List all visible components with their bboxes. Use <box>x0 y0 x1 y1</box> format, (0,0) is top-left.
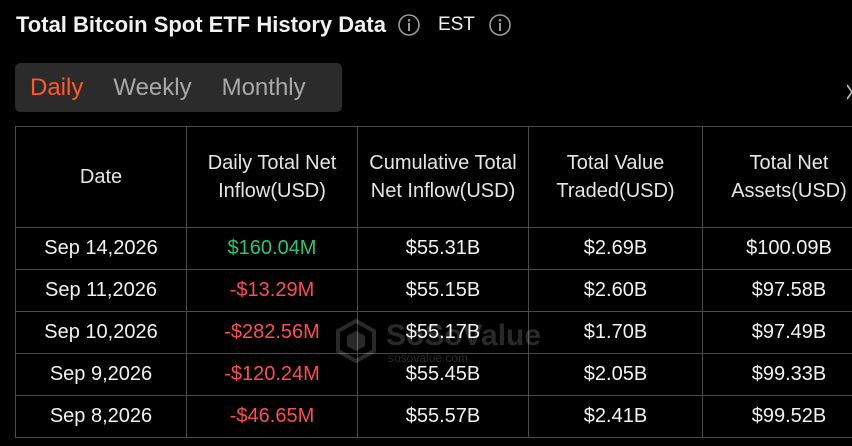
cell-cumulative-net-inflow: $55.31B <box>357 227 529 270</box>
cell-cumulative-net-inflow: $55.57B <box>357 395 529 438</box>
tab-monthly[interactable]: Monthly <box>221 73 306 101</box>
column-header-date[interactable]: Date <box>15 126 187 228</box>
cell-date: Sep 8,2026 <box>15 395 187 438</box>
tab-daily[interactable]: Daily <box>30 73 84 101</box>
cell-total-net-assets: $97.58B <box>702 269 852 312</box>
table-row: Sep 10,2026 -$282.56M $55.17B $1.70B $97… <box>15 311 852 354</box>
timezone-info-icon[interactable] <box>489 14 511 36</box>
cell-total-net-assets: $99.33B <box>702 353 852 396</box>
cell-total-value-traded: $2.05B <box>528 353 703 396</box>
cell-date: Sep 11,2026 <box>15 269 187 312</box>
cell-daily-net-inflow: $160.04M <box>186 227 358 270</box>
table-row: Sep 11,2026 -$13.29M $55.15B $2.60B $97.… <box>15 269 852 312</box>
cell-daily-net-inflow: -$120.24M <box>186 353 358 396</box>
cell-total-value-traded: $1.70B <box>528 311 703 354</box>
column-header-total-value-traded[interactable]: Total Value Traded(USD) <box>528 126 703 228</box>
page-title: Total Bitcoin Spot ETF History Data <box>16 12 386 37</box>
cell-daily-net-inflow: -$46.65M <box>186 395 358 438</box>
cell-total-value-traded: $2.60B <box>528 269 703 312</box>
column-header-total-net-assets[interactable]: Total Net Assets(USD) <box>702 126 852 228</box>
cell-total-value-traded: $2.41B <box>528 395 703 438</box>
cell-cumulative-net-inflow: $55.45B <box>357 353 529 396</box>
cell-date: Sep 10,2026 <box>15 311 187 354</box>
cell-total-net-assets: $100.09B <box>702 227 852 270</box>
cell-cumulative-net-inflow: $55.17B <box>357 311 529 354</box>
etf-history-table: Date Daily Total Net Inflow(USD) Cumulat… <box>15 126 852 438</box>
cell-daily-net-inflow: -$13.29M <box>186 269 358 312</box>
cell-date: Sep 9,2026 <box>15 353 187 396</box>
period-tabs: Daily Weekly Monthly <box>15 63 342 112</box>
info-circle-icon[interactable] <box>398 14 420 36</box>
column-header-cumulative-net-inflow[interactable]: Cumulative Total Net Inflow(USD) <box>357 126 529 228</box>
scroll-right-chevron-icon[interactable] <box>846 84 852 100</box>
table-row: Sep 9,2026 -$120.24M $55.45B $2.05B $99.… <box>15 353 852 396</box>
tab-weekly[interactable]: Weekly <box>113 73 192 101</box>
table-row: Sep 14,2026 $160.04M $55.31B $2.69B $100… <box>15 227 852 270</box>
cell-total-net-assets: $99.52B <box>702 395 852 438</box>
table-header-row: Date Daily Total Net Inflow(USD) Cumulat… <box>15 126 852 228</box>
table-row: Sep 8,2026 -$46.65M $55.57B $2.41B $99.5… <box>15 395 852 438</box>
cell-total-net-assets: $97.49B <box>702 311 852 354</box>
cell-date: Sep 14,2026 <box>15 227 187 270</box>
cell-total-value-traded: $2.69B <box>528 227 703 270</box>
column-header-daily-net-inflow[interactable]: Daily Total Net Inflow(USD) <box>186 126 358 228</box>
cell-daily-net-inflow: -$282.56M <box>186 311 358 354</box>
timezone-label: EST <box>437 14 475 35</box>
cell-cumulative-net-inflow: $55.15B <box>357 269 529 312</box>
panel-header: Total Bitcoin Spot ETF History Data EST <box>16 8 511 42</box>
